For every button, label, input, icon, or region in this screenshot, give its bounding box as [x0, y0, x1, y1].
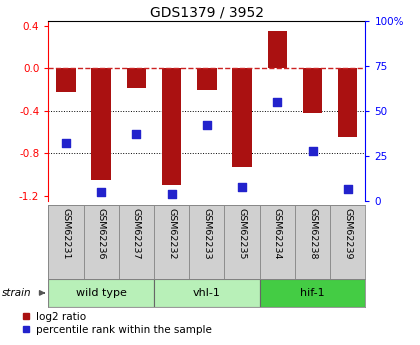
Bar — [162, 68, 181, 185]
Point — [63, 141, 69, 146]
Text: GSM62239: GSM62239 — [343, 208, 352, 259]
Legend: log2 ratio, percentile rank within the sample: log2 ratio, percentile rank within the s… — [22, 312, 211, 335]
Bar — [56, 68, 76, 92]
Bar — [119, 205, 154, 279]
Point — [344, 186, 351, 191]
Bar — [48, 205, 84, 279]
Title: GDS1379 / 3952: GDS1379 / 3952 — [150, 6, 264, 20]
Bar — [224, 205, 260, 279]
Bar — [260, 205, 295, 279]
Text: GSM62235: GSM62235 — [238, 208, 247, 259]
Bar — [154, 279, 260, 307]
Text: GSM62234: GSM62234 — [273, 208, 282, 259]
Bar — [338, 68, 357, 137]
Point — [309, 148, 316, 154]
Text: strain: strain — [2, 288, 32, 298]
Text: wild type: wild type — [76, 288, 126, 298]
Text: GSM62237: GSM62237 — [132, 208, 141, 259]
Bar — [232, 68, 252, 167]
Point — [239, 184, 245, 189]
Bar — [84, 205, 119, 279]
Bar — [330, 205, 365, 279]
Point — [98, 189, 105, 195]
Bar — [189, 205, 224, 279]
Bar — [260, 279, 365, 307]
Bar — [127, 68, 146, 88]
Bar — [92, 68, 111, 180]
Bar — [303, 68, 322, 113]
Point — [168, 191, 175, 197]
Bar — [295, 205, 330, 279]
Text: GSM62236: GSM62236 — [97, 208, 106, 259]
Text: GSM62232: GSM62232 — [167, 208, 176, 259]
Bar — [48, 279, 154, 307]
Point — [203, 122, 210, 128]
Point — [133, 131, 140, 137]
Text: GSM62238: GSM62238 — [308, 208, 317, 259]
Bar — [154, 205, 189, 279]
Bar — [197, 68, 217, 90]
Text: GSM62233: GSM62233 — [202, 208, 211, 259]
Text: vhl-1: vhl-1 — [193, 288, 221, 298]
Bar — [268, 31, 287, 68]
Text: hif-1: hif-1 — [300, 288, 325, 298]
Text: GSM62231: GSM62231 — [61, 208, 71, 259]
Point — [274, 99, 281, 105]
